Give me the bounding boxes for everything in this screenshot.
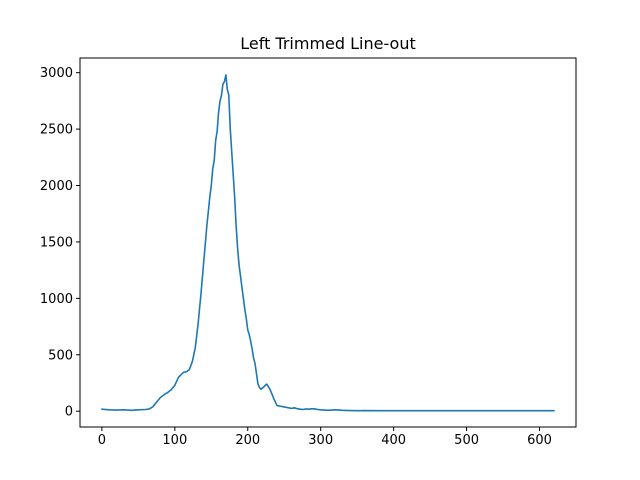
- x-axis: 0 100 200 300 400 500 600: [98, 427, 552, 448]
- y-tick-label: 2500: [40, 123, 73, 138]
- x-tick-label: 300: [308, 433, 333, 448]
- chart-title: Left Trimmed Line-out: [240, 34, 416, 53]
- y-tick-label: 1000: [40, 292, 73, 307]
- x-tick-label: 400: [381, 433, 406, 448]
- y-tick-label: 1500: [40, 235, 73, 250]
- x-tick-label: 500: [454, 433, 479, 448]
- y-tick-label: 2000: [40, 179, 73, 194]
- y-tick-label: 3000: [40, 66, 73, 81]
- axes-frame: [79, 57, 577, 428]
- plot-area: [101, 74, 555, 412]
- x-tick-label: 100: [162, 433, 187, 448]
- x-tick-label: 600: [527, 433, 552, 448]
- y-axis: 0 500 1000 1500 2000 2500 3000: [40, 66, 80, 420]
- series-line: [101, 74, 555, 412]
- y-tick-label: 500: [48, 348, 73, 363]
- x-tick-label: 200: [235, 433, 260, 448]
- y-tick-label: 0: [65, 405, 73, 420]
- x-tick-label: 0: [98, 433, 106, 448]
